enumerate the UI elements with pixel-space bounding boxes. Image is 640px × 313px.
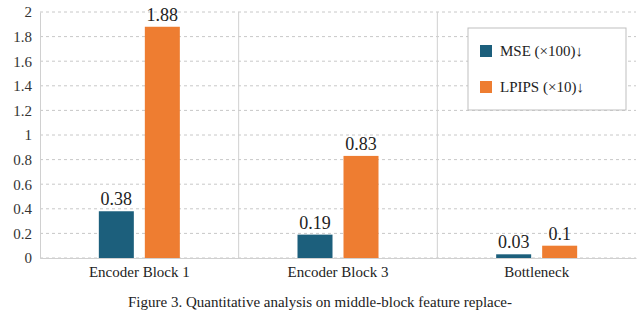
grid	[40, 12, 636, 258]
bar	[99, 211, 134, 258]
bar	[298, 235, 333, 258]
x-tick: Encoder Block 1	[89, 264, 190, 280]
y-axis: 0 0.2 0.4 0.6 0.8 1 1.2 1.4 1.6 1.8 2	[13, 4, 40, 266]
y-tick-label: 1.2	[13, 103, 32, 119]
legend-swatch	[480, 45, 492, 57]
x-tick: Bottleneck	[504, 264, 569, 280]
category-separator	[238, 12, 239, 258]
legend: MSE (×100)↓ LPIPS (×10)↓	[468, 28, 626, 110]
legend-label: LPIPS (×10)↓	[500, 79, 584, 96]
data-label: 1.88	[147, 5, 179, 25]
plot: 0 0.2 0.4 0.6 0.8 1 1.2 1.4 1.6 1.8 2 Encoder Block…	[13, 4, 636, 279]
y-tick: 1	[25, 127, 41, 143]
bar	[145, 27, 180, 258]
legend-swatch	[480, 81, 492, 93]
y-tick-label: 0.4	[13, 201, 32, 217]
x-tick-label: Bottleneck	[504, 264, 569, 280]
y-tick-label: 1	[25, 127, 33, 143]
title: Figure 3. Quantitative analysis on middl…	[128, 294, 512, 310]
y-axis-line	[40, 13, 41, 259]
x-tick-label: Encoder Block 3	[288, 264, 389, 280]
y-tick: 0.2	[13, 226, 40, 242]
legend-label: MSE (×100)↓	[500, 43, 583, 60]
y-tick-label: 1.8	[13, 29, 32, 45]
y-tick-label: 2	[25, 4, 33, 20]
grid-line	[40, 12, 636, 13]
y-tick-label: 1.6	[13, 54, 32, 70]
y-tick: 1.2	[13, 103, 40, 119]
x-axis-line	[41, 258, 637, 259]
y-tick-label: 0	[25, 250, 33, 266]
data-label: 0.19	[299, 213, 331, 233]
bar	[344, 156, 379, 258]
x-tick: Encoder Block 3	[288, 264, 389, 280]
y-tick: 1.8	[13, 29, 40, 45]
x-axis: Encoder Block 1 Encoder Block 3 Bottleneck	[41, 259, 637, 280]
bar	[542, 246, 577, 258]
y-tick: 0.4	[13, 201, 40, 217]
y-tick-label: 0.6	[13, 177, 32, 193]
y-tick: 0.6	[13, 177, 40, 193]
grid-line	[40, 184, 636, 185]
category-separator	[437, 12, 438, 258]
y-tick: 2	[25, 4, 41, 20]
bar	[496, 254, 531, 258]
x-tick-label: Encoder Block 1	[89, 264, 190, 280]
chart: 0 0.2 0.4 0.6 0.8 1 1.2 1.4 1.6 1.8 2 Encoder Block…	[0, 0, 640, 313]
y-tick: 0	[25, 250, 41, 266]
y-tick: 1.4	[13, 78, 40, 94]
grid-line	[40, 135, 636, 136]
grid-line	[40, 159, 636, 160]
y-tick: 0.8	[13, 152, 40, 168]
data-label: 0.1	[548, 224, 571, 244]
y-tick-label: 1.4	[13, 78, 32, 94]
data-label: 0.38	[101, 189, 133, 209]
y-tick: 1.6	[13, 54, 40, 70]
data-label: 0.03	[498, 232, 529, 252]
y-tick-label: 0.2	[13, 226, 32, 242]
data-label: 0.83	[345, 134, 377, 154]
y-tick-label: 0.8	[13, 152, 32, 168]
legend-box	[468, 28, 626, 110]
